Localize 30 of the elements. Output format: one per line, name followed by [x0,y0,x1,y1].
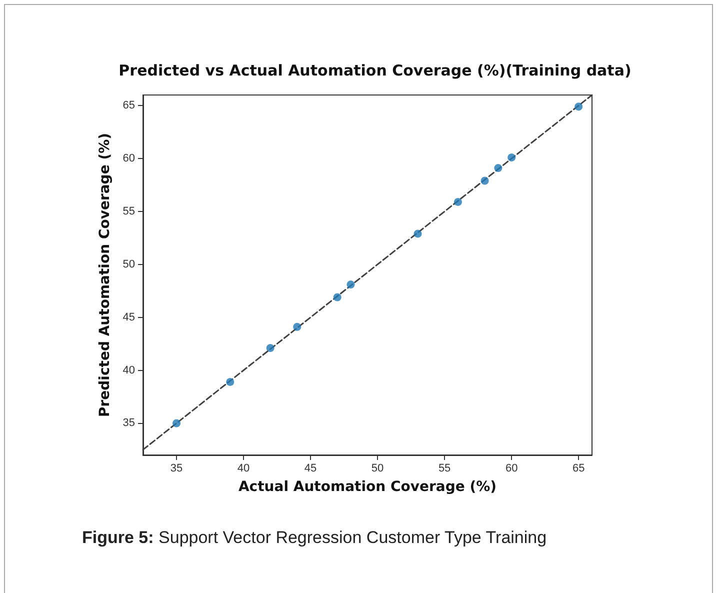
x-axis-title: Actual Automation Coverage (%) [238,479,497,495]
point [293,322,302,331]
x-tick-label: 65 [572,462,585,474]
y-tick-label: 40 [122,364,135,376]
point [346,280,355,289]
caption: Figure 5: Support Vector Regression Customer Type Training [82,528,547,548]
y-tick-label: 50 [122,258,135,270]
point [480,176,489,185]
y-tick-label: 35 [122,417,135,430]
point [494,164,502,172]
y-axis-title: Predicted Automation Coverage (%) [96,132,113,418]
x-tick-label: 40 [237,462,250,474]
x-tick-label: 60 [505,462,518,474]
x-tick-label: 50 [371,462,384,474]
point [333,293,342,302]
point [454,198,462,206]
chart-title: Predicted vs Actual Automation Coverage (%)(Training data) [118,62,632,80]
x-tick-label: 35 [170,462,183,474]
y-tick-label: 45 [122,311,135,324]
y-tick-label: 60 [122,152,135,165]
x-tick-label: 45 [304,462,317,474]
x-tick-label: 55 [438,462,451,474]
point [414,230,422,238]
y-tick-label: 65 [122,100,135,112]
point [574,102,583,111]
point [226,378,234,386]
point [508,153,516,162]
y-tick-label: 55 [122,205,135,218]
point [172,419,181,428]
point [266,344,274,352]
